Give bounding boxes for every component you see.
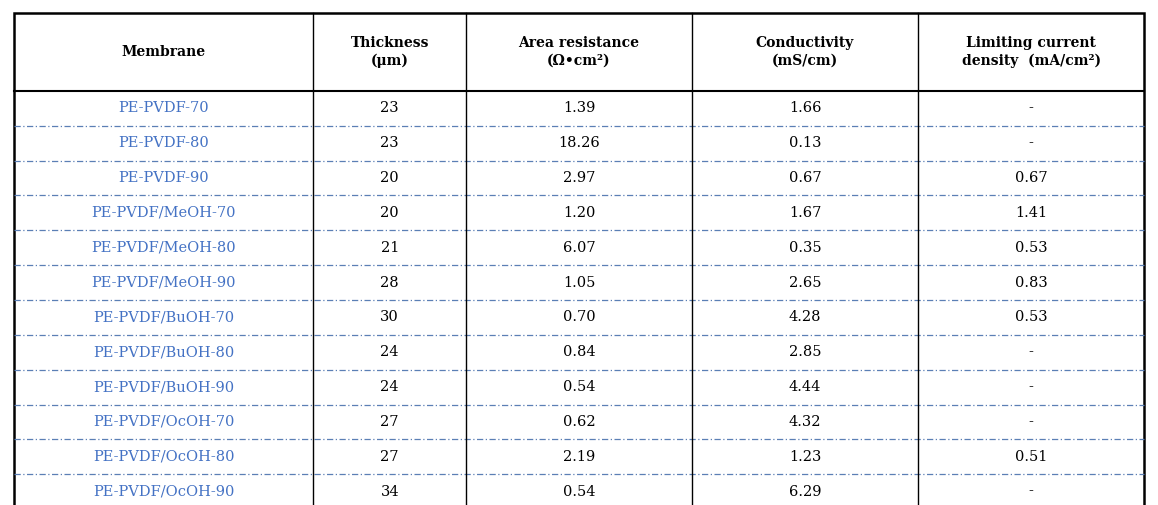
Text: PE-PVDF/BuOH-90: PE-PVDF/BuOH-90 (93, 380, 234, 394)
Text: Thickness
(μm): Thickness (μm) (351, 36, 428, 68)
Text: 0.67: 0.67 (789, 171, 821, 185)
Text: 2.97: 2.97 (563, 171, 595, 185)
Text: -: - (1028, 102, 1034, 115)
Text: PE-PVDF-70: PE-PVDF-70 (118, 102, 208, 115)
Text: 21: 21 (381, 241, 398, 255)
Text: 2.65: 2.65 (789, 276, 821, 289)
Text: Membrane: Membrane (122, 45, 206, 59)
Text: 6.07: 6.07 (563, 241, 595, 255)
Text: 1.05: 1.05 (563, 276, 595, 289)
Text: 0.35: 0.35 (789, 241, 821, 255)
Text: 1.66: 1.66 (789, 102, 821, 115)
Text: PE-PVDF/BuOH-70: PE-PVDF/BuOH-70 (93, 311, 234, 324)
Text: -: - (1028, 485, 1034, 498)
Text: 27: 27 (381, 415, 400, 429)
Text: 23: 23 (380, 102, 400, 115)
Text: 6.29: 6.29 (789, 485, 821, 498)
Text: 0.53: 0.53 (1014, 241, 1047, 255)
Text: 0.62: 0.62 (563, 415, 595, 429)
Text: 0.51: 0.51 (1014, 450, 1047, 464)
Text: 0.54: 0.54 (563, 380, 595, 394)
Text: 4.32: 4.32 (789, 415, 821, 429)
Text: PE-PVDF/OcOH-70: PE-PVDF/OcOH-70 (93, 415, 234, 429)
Text: PE-PVDF/MeOH-80: PE-PVDF/MeOH-80 (91, 241, 236, 255)
Text: 0.84: 0.84 (563, 345, 595, 359)
Text: 0.53: 0.53 (1014, 311, 1047, 324)
Text: Limiting current
density  (mA/cm²): Limiting current density (mA/cm²) (961, 36, 1100, 68)
Text: -: - (1028, 345, 1034, 359)
Text: Conductivity
(mS/cm): Conductivity (mS/cm) (756, 36, 855, 67)
Text: 20: 20 (380, 206, 400, 220)
Text: 24: 24 (381, 380, 400, 394)
Text: 24: 24 (381, 345, 400, 359)
Text: PE-PVDF-80: PE-PVDF-80 (118, 136, 210, 150)
Text: PE-PVDF-90: PE-PVDF-90 (118, 171, 208, 185)
Text: PE-PVDF/BuOH-80: PE-PVDF/BuOH-80 (93, 345, 234, 359)
Text: PE-PVDF/MeOH-90: PE-PVDF/MeOH-90 (91, 276, 236, 289)
Text: 2.19: 2.19 (563, 450, 595, 464)
Text: PE-PVDF/OcOH-80: PE-PVDF/OcOH-80 (93, 450, 234, 464)
Text: PE-PVDF/MeOH-70: PE-PVDF/MeOH-70 (91, 206, 236, 220)
Text: 0.54: 0.54 (563, 485, 595, 498)
Text: 0.67: 0.67 (1014, 171, 1047, 185)
Text: 1.41: 1.41 (1016, 206, 1047, 220)
Text: 2.85: 2.85 (789, 345, 821, 359)
Text: -: - (1028, 380, 1034, 394)
Text: 0.13: 0.13 (789, 136, 821, 150)
Text: 28: 28 (380, 276, 400, 289)
Text: 20: 20 (380, 171, 400, 185)
Text: PE-PVDF/OcOH-90: PE-PVDF/OcOH-90 (93, 485, 234, 498)
Text: 0.83: 0.83 (1014, 276, 1048, 289)
Text: 4.44: 4.44 (789, 380, 821, 394)
Text: 34: 34 (380, 485, 400, 498)
Text: 27: 27 (381, 450, 400, 464)
Text: Area resistance
(Ω•cm²): Area resistance (Ω•cm²) (519, 36, 639, 67)
Text: 1.23: 1.23 (789, 450, 821, 464)
Text: 1.67: 1.67 (789, 206, 821, 220)
Text: 23: 23 (380, 136, 400, 150)
Text: 30: 30 (380, 311, 400, 324)
Text: -: - (1028, 415, 1034, 429)
Text: 1.39: 1.39 (563, 102, 595, 115)
Text: 1.20: 1.20 (563, 206, 595, 220)
Text: 4.28: 4.28 (789, 311, 821, 324)
Text: 0.70: 0.70 (563, 311, 595, 324)
Text: -: - (1028, 136, 1034, 150)
Text: 18.26: 18.26 (558, 136, 600, 150)
